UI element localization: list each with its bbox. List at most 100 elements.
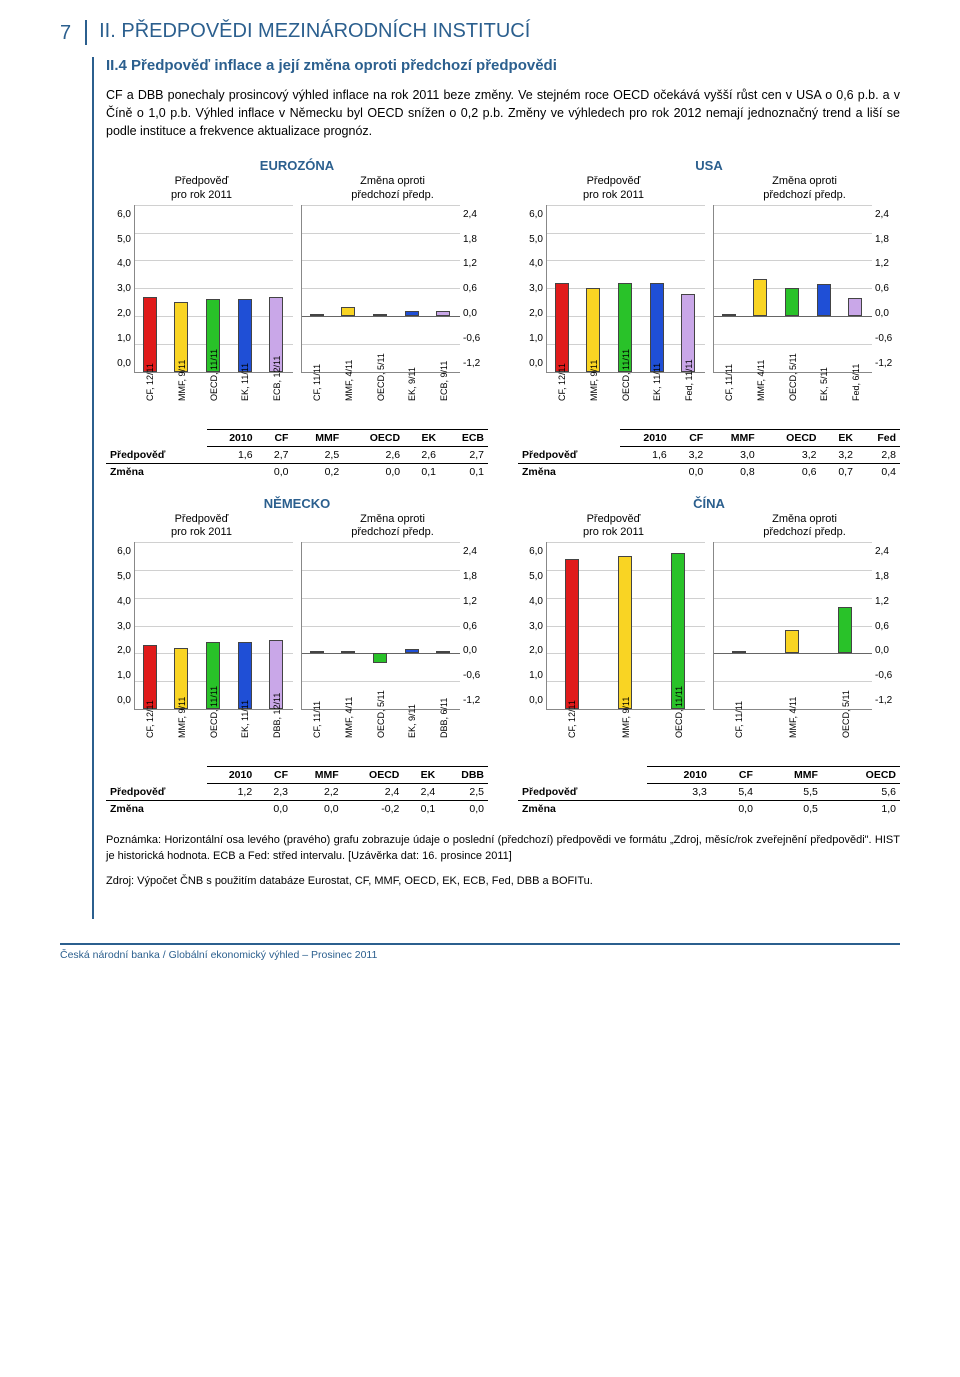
bar xyxy=(310,651,324,653)
plot-area xyxy=(134,542,293,710)
y-tick-label: 5,0 xyxy=(529,234,543,245)
y-tick-label: 5,0 xyxy=(529,571,543,582)
x-axis: CF, 11/11MMF, 4/11OECD, 5/11EK, 9/11DBB,… xyxy=(301,710,460,748)
bar-chart: CF, 11/11MMF, 4/11OECD, 5/11EK, 9/11DBB,… xyxy=(301,542,488,752)
y-axis: 2,41,81,20,60,0-0,6-1,2 xyxy=(460,209,488,369)
bar-chart: 6,05,04,03,02,01,00,0CF, 12/11MMF, 9/11O… xyxy=(106,542,293,752)
table-cell xyxy=(207,463,257,480)
y-tick-label: 6,0 xyxy=(117,209,131,220)
table-cell: 0,1 xyxy=(403,801,439,818)
y-axis: 6,05,04,03,02,01,00,0 xyxy=(106,546,134,706)
y-tick-label: 4,0 xyxy=(117,596,131,607)
plot-area xyxy=(713,205,872,373)
x-tick-label: CF, 12/11 xyxy=(567,724,577,738)
table-header-cell: OECD xyxy=(822,767,900,784)
bar xyxy=(753,279,767,316)
y-tick-label: 1,0 xyxy=(117,333,131,344)
x-axis: CF, 12/11MMF, 9/11OECD, 11/11EK, 11/11DB… xyxy=(134,710,293,748)
y-axis: 2,41,81,20,60,0-0,6-1,2 xyxy=(872,209,900,369)
y-tick-label: 0,0 xyxy=(529,358,543,369)
y-tick-label: -0,6 xyxy=(875,333,892,344)
data-table: 2010CFMMFOECDEKDBBPředpověď1,22,32,22,42… xyxy=(106,766,488,817)
y-tick-label: -0,6 xyxy=(875,670,892,681)
x-tick-label: OECD, 5/11 xyxy=(376,724,386,738)
table-cell xyxy=(207,801,257,818)
table-cell: 0,0 xyxy=(671,463,707,480)
table-header-cell: MMF xyxy=(292,767,343,784)
y-tick-label: -0,6 xyxy=(463,333,480,344)
charts-row: 6,05,04,03,02,01,00,0CF, 12/11MMF, 9/11O… xyxy=(518,205,900,415)
x-tick-label: OECD, 11/11 xyxy=(674,724,684,738)
panel-subtitles: Předpověďpro rok 2011Změna oprotipředcho… xyxy=(518,175,900,201)
bar xyxy=(405,649,419,654)
table-cell: 3,2 xyxy=(671,446,707,463)
plot-area xyxy=(134,205,293,373)
y-tick-label: 3,0 xyxy=(529,283,543,294)
table-header-cell: Fed xyxy=(857,429,900,446)
x-axis: CF, 11/11MMF, 4/11OECD, 5/11 xyxy=(713,710,872,748)
table-cell: Změna xyxy=(518,801,647,818)
table-cell: 5,4 xyxy=(711,784,757,801)
table-cell: 0,0 xyxy=(343,463,404,480)
y-tick-label: 1,0 xyxy=(529,333,543,344)
x-tick-label: EK, 11/11 xyxy=(240,724,250,738)
x-tick-label: EK, 11/11 xyxy=(652,387,662,401)
panel-subtitles: Předpověďpro rok 2011Změna oprotipředcho… xyxy=(106,513,488,539)
bar-chart: CF, 11/11MMF, 4/11OECD, 5/11EK, 9/11ECB,… xyxy=(301,205,488,415)
bar xyxy=(618,556,632,709)
x-axis: CF, 11/11MMF, 4/11OECD, 5/11EK, 5/11Fed,… xyxy=(713,373,872,411)
table-cell: 2,6 xyxy=(343,446,404,463)
table-cell: 2,7 xyxy=(257,446,293,463)
bars-container xyxy=(547,542,705,709)
y-tick-label: 0,0 xyxy=(463,308,477,319)
y-tick-label: 0,0 xyxy=(875,308,889,319)
table-row: Předpověď1,22,32,22,42,42,5 xyxy=(106,784,488,801)
x-axis: CF, 12/11MMF, 9/11OECD, 11/11 xyxy=(546,710,705,748)
panel-title: EUROZÓNA xyxy=(106,158,488,173)
table-row: Změna0,00,20,00,10,1 xyxy=(106,463,488,480)
table-cell: 2,6 xyxy=(404,446,440,463)
body-paragraph: CF a DBB ponechaly prosincový výhled inf… xyxy=(106,86,900,140)
bars-container xyxy=(135,205,293,372)
x-tick-label: MMF, 4/11 xyxy=(344,724,354,738)
bars-container xyxy=(714,542,872,709)
y-tick-label: 1,8 xyxy=(463,571,477,582)
table-cell: 2,5 xyxy=(439,784,488,801)
table-cell: 2,3 xyxy=(256,784,292,801)
x-tick-label: OECD, 5/11 xyxy=(841,724,851,738)
table-header-cell: OECD xyxy=(343,429,404,446)
x-tick-label: CF, 11/11 xyxy=(734,724,744,738)
plot-area xyxy=(301,542,460,710)
table-cell: 5,5 xyxy=(757,784,822,801)
x-tick-label: Fed, 6/11 xyxy=(851,387,861,401)
y-tick-label: 4,0 xyxy=(117,258,131,269)
charts-row: 6,05,04,03,02,01,00,0CF, 12/11MMF, 9/11O… xyxy=(518,542,900,752)
table-header-cell: CF xyxy=(257,429,293,446)
x-tick-label: DBB, 12/11 xyxy=(272,724,282,738)
table-header-cell: DBB xyxy=(439,767,488,784)
bar xyxy=(436,311,450,316)
table-cell: 2,8 xyxy=(857,446,900,463)
table-row: Předpověď1,63,23,03,23,22,8 xyxy=(518,446,900,463)
bar xyxy=(341,307,355,316)
subtitle-forecast: Předpověďpro rok 2011 xyxy=(518,513,709,539)
y-tick-label: 2,0 xyxy=(117,308,131,319)
table-cell xyxy=(647,801,711,818)
header-bar: 7 II. PŘEDPOVĚDI MEZINÁRODNÍCH INSTITUCÍ xyxy=(60,20,900,45)
table-cell: 1,2 xyxy=(207,784,257,801)
table-row: Změna0,00,0-0,20,10,0 xyxy=(106,801,488,818)
table-header-cell: OECD xyxy=(343,767,404,784)
table-cell: 2,2 xyxy=(292,784,343,801)
y-tick-label: 0,0 xyxy=(529,695,543,706)
table-cell: 3,2 xyxy=(821,446,857,463)
y-tick-label: 1,8 xyxy=(875,571,889,582)
bar xyxy=(722,314,736,316)
table-header-cell xyxy=(106,767,207,784)
table-header-cell: OECD xyxy=(759,429,821,446)
bar xyxy=(405,311,419,316)
bars-container xyxy=(302,542,460,709)
table-header-cell xyxy=(518,429,620,446)
bars-container xyxy=(547,205,705,372)
bar xyxy=(732,651,746,653)
table-cell: 0,0 xyxy=(256,801,292,818)
